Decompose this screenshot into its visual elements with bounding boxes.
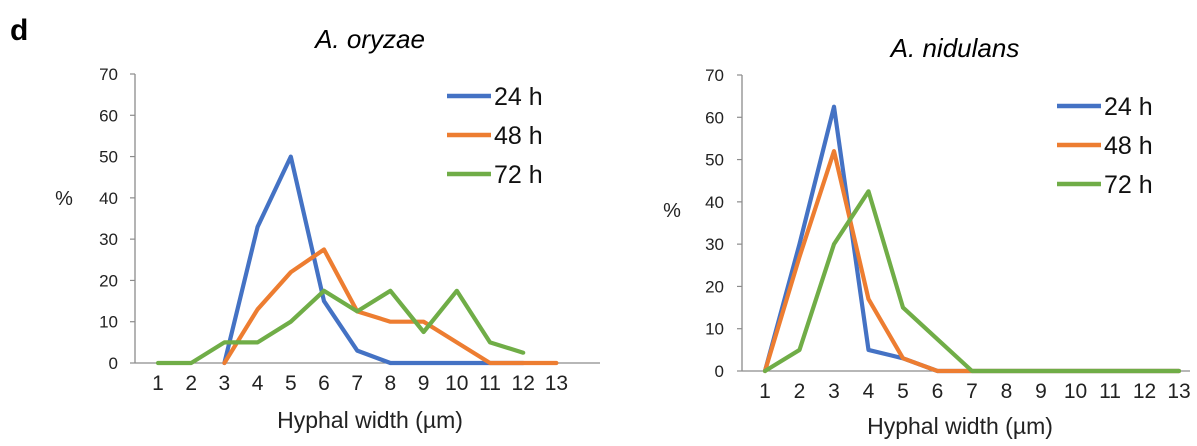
chart-title: A. nidulans [889, 33, 1020, 63]
y-tick-label: 10 [99, 313, 118, 332]
x-tick-label: 3 [219, 372, 231, 395]
x-tick-label: 9 [418, 372, 430, 395]
x-tick-label: 4 [863, 380, 875, 403]
series-line-72h [762, 189, 1182, 374]
legend-label: 24 h [494, 83, 543, 111]
y-tick-label: 70 [99, 65, 118, 84]
x-tick-label: 1 [152, 372, 164, 395]
y-tick-label: 50 [99, 148, 118, 167]
y-tick-label: 0 [109, 354, 118, 373]
y-tick-label: 60 [99, 106, 118, 125]
x-tick-label: 6 [932, 380, 944, 403]
x-tick-label: 7 [966, 380, 978, 403]
legend-label: 72 h [494, 161, 543, 189]
x-tick-label: 5 [897, 380, 909, 403]
x-tick-label: 2 [185, 372, 197, 395]
y-tick-label: 70 [705, 66, 724, 85]
x-tick-label: 13 [1167, 380, 1190, 403]
legend-label: 24 h [1104, 93, 1153, 121]
y-tick-label: 20 [99, 271, 118, 290]
x-axis-label: Hyphal width (µm) [277, 407, 463, 433]
y-axis-label: % [663, 200, 681, 222]
series-line-72h [155, 288, 526, 366]
x-axis-label: Hyphal width (µm) [867, 413, 1053, 439]
chart-title: A. oryzae [313, 24, 425, 54]
legend-label: 72 h [1104, 171, 1153, 199]
x-tick-label: 8 [1001, 380, 1013, 403]
x-tick-label: 3 [828, 380, 840, 403]
x-tick-label: 8 [385, 372, 397, 395]
y-tick-label: 30 [99, 230, 118, 249]
legend-label: 48 h [1104, 132, 1153, 160]
y-tick-label: 60 [705, 108, 724, 127]
x-tick-label: 11 [1099, 380, 1121, 403]
y-tick-label: 40 [705, 193, 724, 212]
x-tick-label: 6 [318, 372, 330, 395]
x-tick-label: 11 [479, 372, 501, 395]
x-tick-label: 2 [794, 380, 806, 403]
y-axis-label: % [55, 188, 73, 210]
x-tick-label: 7 [351, 372, 363, 395]
x-tick-label: 13 [545, 372, 568, 395]
y-tick-label: 0 [715, 362, 724, 381]
x-tick-label: 10 [445, 372, 468, 395]
y-tick-label: 30 [705, 235, 724, 254]
x-tick-label: 4 [252, 372, 264, 395]
series-line-48h [222, 247, 559, 366]
series-line-24h [222, 154, 526, 366]
panel-label: d [10, 14, 28, 47]
x-tick-label: 10 [1064, 380, 1087, 403]
x-tick-label: 12 [512, 372, 535, 395]
y-tick-label: 40 [99, 189, 118, 208]
y-tick-label: 50 [705, 151, 724, 170]
y-tick-label: 10 [705, 320, 724, 339]
x-tick-label: 1 [759, 380, 771, 403]
x-tick-label: 9 [1035, 380, 1047, 403]
x-tick-label: 12 [1133, 380, 1156, 403]
x-tick-label: 5 [285, 372, 297, 395]
y-tick-label: 20 [705, 277, 724, 296]
legend-label: 48 h [494, 122, 543, 150]
